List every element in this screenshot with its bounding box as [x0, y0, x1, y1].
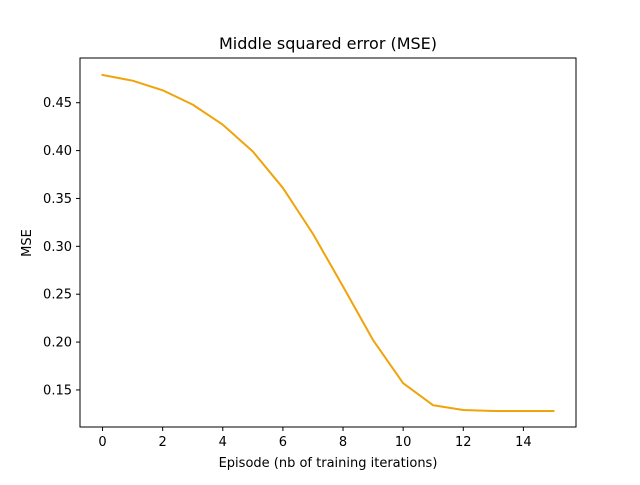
x-tick-label: 14: [515, 435, 532, 450]
data-point: [222, 124, 224, 126]
x-tick-label: 8: [339, 435, 347, 450]
y-tick-label: 0.40: [43, 144, 72, 159]
y-tick-label: 0.45: [43, 96, 72, 111]
y-tick-label: 0.25: [43, 288, 72, 303]
data-point: [552, 410, 555, 412]
x-axis-ticks: 0 2 4 6 8 10 12 14: [98, 427, 532, 450]
data-point: [101, 74, 104, 76]
data-point: [282, 187, 284, 189]
data-point: [312, 233, 314, 235]
x-axis-label: Episode (nb of training iterations): [219, 456, 438, 471]
x-tick-label: 0: [98, 435, 106, 450]
series-line-0: [101, 73, 555, 413]
data-point: [372, 339, 374, 341]
y-tick-label: 0.35: [43, 192, 72, 207]
data-point: [402, 382, 404, 384]
y-tick-label: 0.20: [43, 336, 72, 351]
x-tick-label: 10: [395, 435, 412, 450]
data-point: [162, 89, 164, 91]
x-tick-label: 6: [279, 435, 287, 450]
data-point: [432, 404, 434, 406]
data-point: [192, 104, 194, 106]
x-tick-label: 12: [455, 435, 472, 450]
y-tick-label: 0.15: [43, 383, 72, 398]
data-point: [252, 150, 254, 153]
x-tick-label: 4: [219, 435, 227, 450]
series-layer: [101, 73, 555, 413]
data-point: [522, 410, 524, 412]
chart-title: Middle squared error (MSE): [219, 34, 437, 53]
data-point: [462, 409, 464, 411]
data-point: [132, 80, 134, 82]
data-point: [342, 285, 344, 288]
y-axis-ticks: 0.15 0.20 0.25 0.30 0.35 0.40 0.45: [43, 96, 80, 398]
data-point: [492, 410, 494, 412]
y-tick-label: 0.30: [43, 240, 72, 255]
plot-frame: [79, 57, 577, 428]
x-tick-label: 2: [159, 435, 167, 450]
y-axis-label: MSE: [20, 229, 35, 257]
